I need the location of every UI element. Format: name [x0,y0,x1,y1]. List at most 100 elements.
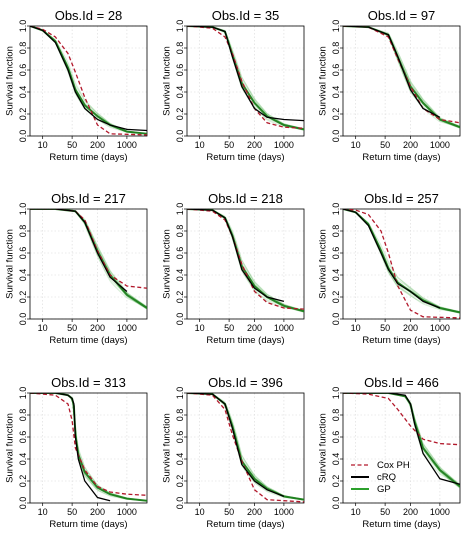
gp-sample-curve [187,393,304,501]
gp-sample-curve [30,26,147,135]
y-axis-label: Survival function [318,46,329,116]
gp-sample-curve [187,393,304,500]
y-tick-label: 0.4 [175,269,185,282]
y-tick-label: 0.4 [331,453,341,466]
x-tick-label: 1000 [274,507,294,517]
y-axis-label: Survival function [5,46,16,116]
gp-sample-curve [187,209,304,312]
gp-sample-curve [187,209,304,312]
gp-sample-curve [30,26,147,135]
y-axis-label: Survival function [162,229,173,299]
panel-5: Obs.Id = 218 10 50 200 1000 0.0 0.2 0.4 0.6 0.8 1.… [162,191,305,346]
gp-sample-curve [30,26,147,135]
gp-sample-curve [343,209,460,312]
y-tick-label: 0.0 [331,130,341,143]
gp-sample-curve [343,26,460,128]
panel-2: Obs.Id = 35 10 50 200 1000 0.0 0.2 0.4 0.6 0.8 1.0… [162,8,305,163]
panel-frame [186,25,305,137]
cox-ph-curve [343,393,460,446]
x-axis-label: Return time (days) [49,335,127,346]
x-tick-label: 200 [90,140,105,150]
gp-sample-curve [187,26,304,130]
x-axis-label: Return time (days) [206,152,284,163]
y-tick-label: 0.8 [175,42,185,55]
y-tick-label: 1.0 [18,203,28,216]
gp-curve [343,26,460,129]
x-axis-label: Return time (days) [362,152,440,163]
gp-sample-curve [187,393,304,501]
panel-title: Obs.Id = 313 [51,375,126,390]
x-tick-label: 200 [403,323,418,333]
y-tick-label: 0.6 [331,64,341,77]
y-tick-label: 0.4 [331,269,341,282]
gp-sample-curve [187,209,304,312]
cox-ph-curve [187,209,304,310]
panel-frame [29,392,148,504]
x-tick-label: 200 [90,323,105,333]
panel-frame [342,25,461,137]
crq-curve [187,393,285,498]
gp-sample-curve [30,209,147,309]
gp-sample-curve [30,26,147,135]
gp-curve [343,393,460,488]
gp-sample-curve [30,393,147,502]
gp-sample-curve [30,26,147,135]
legend-label: Cox PH [377,460,410,471]
gp-sample-curve [30,209,147,309]
y-tick-label: 0.2 [18,475,28,488]
gp-sample-curve [187,209,304,312]
y-tick-label: 0.8 [18,42,28,55]
y-axis-label: Survival function [318,229,329,299]
panel-title: Obs.Id = 28 [55,8,123,23]
gp-sample-curve [343,26,460,128]
y-axis-label: Survival function [5,413,16,483]
y-tick-label: 0.0 [18,130,28,143]
gp-sample-curve [30,26,147,135]
gp-curve [187,209,304,313]
gp-sample-curve [187,393,304,501]
x-tick-label: 50 [380,140,390,150]
y-tick-label: 0.4 [18,269,28,282]
gp-sample-curve [30,393,147,502]
gp-sample-curve [343,26,460,129]
panel-title: Obs.Id = 35 [212,8,280,23]
x-tick-label: 10 [351,323,361,333]
panel-curves [30,209,147,310]
panel-title: Obs.Id = 218 [208,191,283,206]
x-tick-label: 1000 [274,140,294,150]
gp-sample-curve [343,26,460,129]
y-tick-label: 1.0 [175,203,185,216]
x-tick-label: 10 [38,507,48,517]
cox-ph-curve [30,209,147,289]
gp-sample-curve [30,26,147,135]
x-tick-label: 1000 [430,507,450,517]
gp-sample-curve [30,393,147,502]
gp-sample-curve [30,26,147,135]
gp-sample-curve [187,209,304,312]
gp-sample-curve [187,393,304,501]
crq-curve [187,209,285,303]
gp-sample-curve [30,26,147,135]
gp-sample-curve [343,26,460,128]
y-tick-label: 0.6 [331,247,341,260]
panel-title: Obs.Id = 466 [364,375,439,390]
gp-sample-curve [30,393,147,502]
gp-sample-curve [187,26,304,130]
y-tick-label: 0.8 [18,225,28,238]
gp-sample-curve [343,26,460,128]
y-tick-label: 0.8 [331,42,341,55]
gp-sample-curve [187,393,304,501]
y-tick-label: 0.2 [175,475,185,488]
gp-sample-curve [30,393,147,502]
gp-sample-curve [30,209,147,309]
cox-ph-curve [30,393,147,496]
y-tick-label: 0.4 [18,86,28,99]
y-tick-label: 0.6 [18,64,28,77]
gp-sample-curve [30,209,147,309]
gp-sample-curve [187,393,304,501]
x-axis-label: Return time (days) [49,152,127,163]
crq-curve [30,393,111,502]
x-tick-label: 1000 [117,140,137,150]
y-tick-label: 0.4 [18,453,28,466]
panel-curves [343,26,460,129]
